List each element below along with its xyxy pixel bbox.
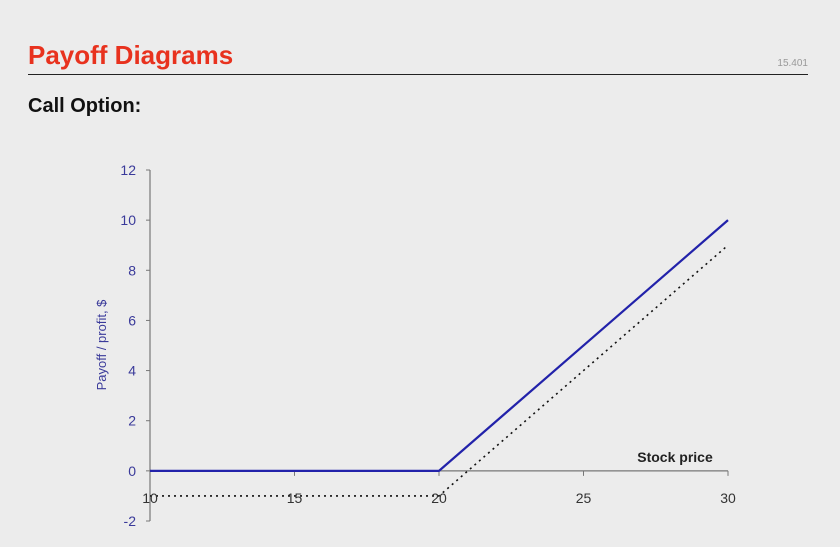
x-tick-label: 10	[142, 490, 158, 506]
y-tick-label: 2	[128, 413, 136, 429]
y-tick-label: 0	[128, 463, 136, 479]
y-tick-label: -2	[124, 513, 137, 529]
y-tick-label: 8	[128, 262, 136, 278]
x-tick-label: 25	[576, 490, 592, 506]
chart-series	[150, 219, 729, 497]
course-number: 15.401	[777, 58, 808, 69]
x-tick-label: 15	[287, 490, 303, 506]
y-tick-label: 6	[128, 312, 136, 328]
x-tick-label: 30	[720, 490, 736, 506]
x-tick-label: 20	[431, 490, 447, 506]
slide-title: Payoff Diagrams	[28, 40, 234, 70]
y-tick-label: 10	[120, 212, 136, 228]
payoff-line	[150, 219, 729, 472]
chart-labels: -2 0 2 4 6 8 10 12 10 15 20 25 30 Stock price Payoff /…	[94, 162, 736, 529]
chart-axes	[146, 169, 729, 522]
y-tick-label: 12	[120, 162, 136, 178]
title-divider	[28, 74, 808, 75]
slide-subtitle: Call Option:	[28, 95, 142, 117]
profit-line	[150, 244, 729, 497]
y-tick-label: 4	[128, 363, 136, 379]
y-axis-label: Payoff / profit, $	[94, 299, 109, 391]
x-axis-label: Stock price	[637, 449, 713, 465]
